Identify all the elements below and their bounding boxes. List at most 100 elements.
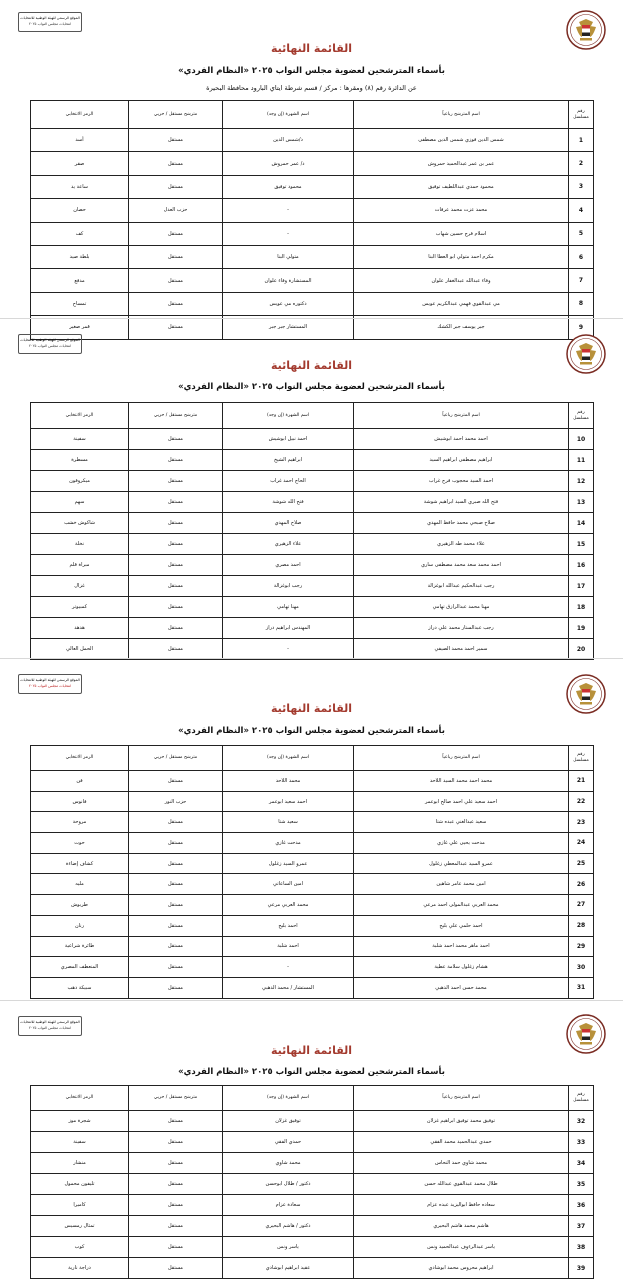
cell-name: احمد سعيد علي احمد صالح ابوعمر xyxy=(353,790,569,813)
cell-num: 20 xyxy=(568,638,594,660)
cell-name: احمد السيد محجوب فرج غراب xyxy=(353,470,569,492)
cell-num: 29 xyxy=(568,935,594,958)
cell-status: مستقل xyxy=(128,291,223,317)
corner-label-line1: الموقع الرسمي للهيئة الوطنية للانتخابات xyxy=(20,1020,80,1024)
column-header-nickname: اسم الشهرة (إن وجد) xyxy=(222,745,354,771)
page-subtitle: بأسماء المترشحين لعضوية مجلس النواب ٢٠٢٥… xyxy=(178,726,445,736)
column-header-status: مترشح مستقل / حزبي xyxy=(128,402,223,429)
cell-symbol: حصان xyxy=(30,198,129,223)
cell-symbol: تمساح xyxy=(30,291,129,317)
table-row: 11 ابراهيم مصطفى ابراهيم السيد ابراهيم الش… xyxy=(30,449,594,471)
egypt-emblem-icon xyxy=(566,10,606,50)
cell-status: مستقل xyxy=(128,1257,223,1279)
candidates-table: رقم مسلسل اسم المترشح رباعياً اسم الشهرة (… xyxy=(30,1085,594,1279)
cell-status: مستقل xyxy=(128,449,223,471)
cell-nickname: - xyxy=(222,638,354,660)
page-separator xyxy=(0,318,623,319)
cell-num: 14 xyxy=(568,512,594,534)
corner-label: الموقع الرسمي للهيئة الوطنية للانتخابات ا… xyxy=(18,12,82,32)
cell-nickname: امين الساعاتي xyxy=(222,873,354,896)
cell-num: 34 xyxy=(568,1152,594,1174)
cell-name: احمد ماهر محمد احمد شلبة xyxy=(353,935,569,958)
cell-name: ابراهيم محروس محمد ابوشادي xyxy=(353,1257,569,1279)
page-subtitle: بأسماء المترشحين لعضوية مجلس النواب ٢٠٢٥… xyxy=(178,66,445,76)
cell-symbol: رنان xyxy=(30,914,129,937)
column-header-nickname: اسم الشهرة (إن وجد) xyxy=(222,100,354,129)
cell-status: مستقل xyxy=(128,428,223,450)
cell-name: محمد شاوي حمد النحاس xyxy=(353,1152,569,1174)
cell-name: سعاده حافظ ابواليزيد عبده عزام xyxy=(353,1194,569,1216)
cell-status: مستقل xyxy=(128,914,223,937)
table-row: 24 مدحت يحيى علي غازي مدحت غازي مستقل حوت xyxy=(30,832,594,854)
cell-num: 27 xyxy=(568,894,594,916)
cell-status: مستقل xyxy=(128,315,223,340)
cell-symbol: سفينة xyxy=(30,1131,129,1153)
table-row: 22 احمد سعيد علي احمد صالح ابوعمر احمد سعي… xyxy=(30,790,594,813)
cell-num: 3 xyxy=(568,174,594,200)
cell-name: اسلام فرج حسين شهاب xyxy=(353,221,569,246)
cell-nickname: المستشار / محمد الذهبي xyxy=(222,976,354,999)
cell-num: 7 xyxy=(568,268,594,293)
cell-name: رجب عبدالستار محمد علي دراز xyxy=(353,617,569,639)
corner-label: الموقع الرسمي للهيئة الوطنية للانتخابات ا… xyxy=(18,674,82,694)
cell-status: مستقل xyxy=(128,596,223,618)
cell-num: 2 xyxy=(568,151,594,176)
cell-num: 31 xyxy=(568,976,594,999)
corner-label: الموقع الرسمي للهيئة الوطنية للانتخابات ا… xyxy=(18,334,82,354)
cell-name: عمر بن عمر عبدالحميد حمروش xyxy=(353,151,569,176)
cell-status: مستقل xyxy=(128,873,223,896)
cell-status: مستقل xyxy=(128,976,223,999)
candidates-table: رقم مسلسل اسم المترشح رباعياً اسم الشهرة (… xyxy=(30,745,594,999)
table-row: 33 حمدي عبدالحميد محمد الفقي حمدي الفقي مست… xyxy=(30,1131,594,1153)
page-title: القائمة النهائية xyxy=(270,42,353,55)
table-header: رقم مسلسل اسم المترشح رباعياً اسم الشهرة (… xyxy=(30,745,594,771)
column-header-status: مترشح مستقل / حزبي xyxy=(128,1085,223,1111)
page-title: القائمة النهائية xyxy=(270,1044,353,1057)
cell-symbol: الحمل العالي xyxy=(30,638,129,660)
cell-num: 38 xyxy=(568,1236,594,1258)
table-row: 14 صلاح صبحي محمد حافظ المهدي صلاح المهدي م… xyxy=(30,512,594,534)
cell-num: 36 xyxy=(568,1194,594,1216)
cell-nickname: احمد بليح xyxy=(222,914,354,937)
cell-symbol: قمر صغير xyxy=(30,315,129,340)
table-row: 30 هشام زغلول سلامة عطية - مستقل المنعطف الم… xyxy=(30,956,594,978)
table-row: 9 جبر يوسف جبر الكشك المستشار جبر جبر مستقل… xyxy=(30,315,594,340)
table-row: 13 فتح الله صبري السيد ابراهيم شوشة فتح ال… xyxy=(30,491,594,513)
corner-label-line2: انتخابات مجلس النواب ٢٠٢٥ xyxy=(28,22,72,26)
cell-num: 21 xyxy=(568,770,594,792)
cell-num: 8 xyxy=(568,291,594,317)
column-header-symbol: الرمز الانتخابي xyxy=(30,745,129,771)
cell-num: 23 xyxy=(568,811,594,834)
cell-name: هاشم محمد هاشم البحيري xyxy=(353,1215,569,1237)
cell-status: مستقل xyxy=(128,1215,223,1237)
cell-name: احمد حلمي علي بليح xyxy=(353,914,569,937)
cell-status: مستقل xyxy=(128,956,223,978)
table-row: 23 سعيد عبدالغني عبده شتا سعيد شتا مستقل مرو… xyxy=(30,811,594,834)
cell-status: مستقل xyxy=(128,174,223,200)
table-row: 39 ابراهيم محروس محمد ابوشادي عقيد ابراهيم… xyxy=(30,1257,594,1279)
cell-status: مستقل xyxy=(128,770,223,792)
cell-status: مستقل xyxy=(128,1110,223,1132)
cell-nickname: فتح الله شوشة xyxy=(222,491,354,513)
table-row: 26 امين محمد عامر شاهين امين الساعاتي مستقل… xyxy=(30,873,594,896)
cell-nickname: سعادة عزام xyxy=(222,1194,354,1216)
column-header-status: مترشح مستقل / حزبي xyxy=(128,100,223,129)
cell-name: سمير احمد محمد الصيفي xyxy=(353,638,569,660)
cell-nickname: دكتور / هاشم البحيري xyxy=(222,1215,354,1237)
cell-num: 30 xyxy=(568,956,594,978)
table-row: 1 شمس الدين فوزي شمس الدين مصطفى د/شمس الد… xyxy=(30,127,594,153)
cell-nickname: مدحت غازي xyxy=(222,832,354,854)
cell-nickname: علاء الزهيري xyxy=(222,533,354,555)
cell-symbol: كوب xyxy=(30,1236,129,1258)
column-header-symbol: الرمز الانتخابي xyxy=(30,1085,129,1111)
table-row: 7 وفاء عبدالله عبدالغفار علوان المستشارة و… xyxy=(30,268,594,293)
cell-status: مستقل xyxy=(128,491,223,513)
cell-num: 22 xyxy=(568,790,594,813)
cell-num: 39 xyxy=(568,1257,594,1279)
cell-status: مستقل xyxy=(128,554,223,576)
cell-name: فتح الله صبري السيد ابراهيم شوشة xyxy=(353,491,569,513)
cell-symbol: مسطرة xyxy=(30,449,129,471)
table-row: 2 عمر بن عمر عبدالحميد حمروش د/ عمر حمروش م… xyxy=(30,151,594,176)
cell-num: 19 xyxy=(568,617,594,639)
corner-label: الموقع الرسمي للهيئة الوطنية للانتخابات ا… xyxy=(18,1016,82,1036)
